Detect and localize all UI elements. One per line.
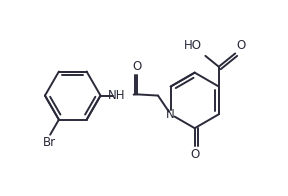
Text: HO: HO [184, 39, 202, 53]
Text: O: O [133, 60, 142, 73]
Text: NH: NH [108, 89, 126, 102]
Text: O: O [190, 148, 199, 161]
Text: O: O [236, 39, 245, 53]
Text: N: N [166, 108, 175, 121]
Text: Br: Br [43, 136, 56, 149]
